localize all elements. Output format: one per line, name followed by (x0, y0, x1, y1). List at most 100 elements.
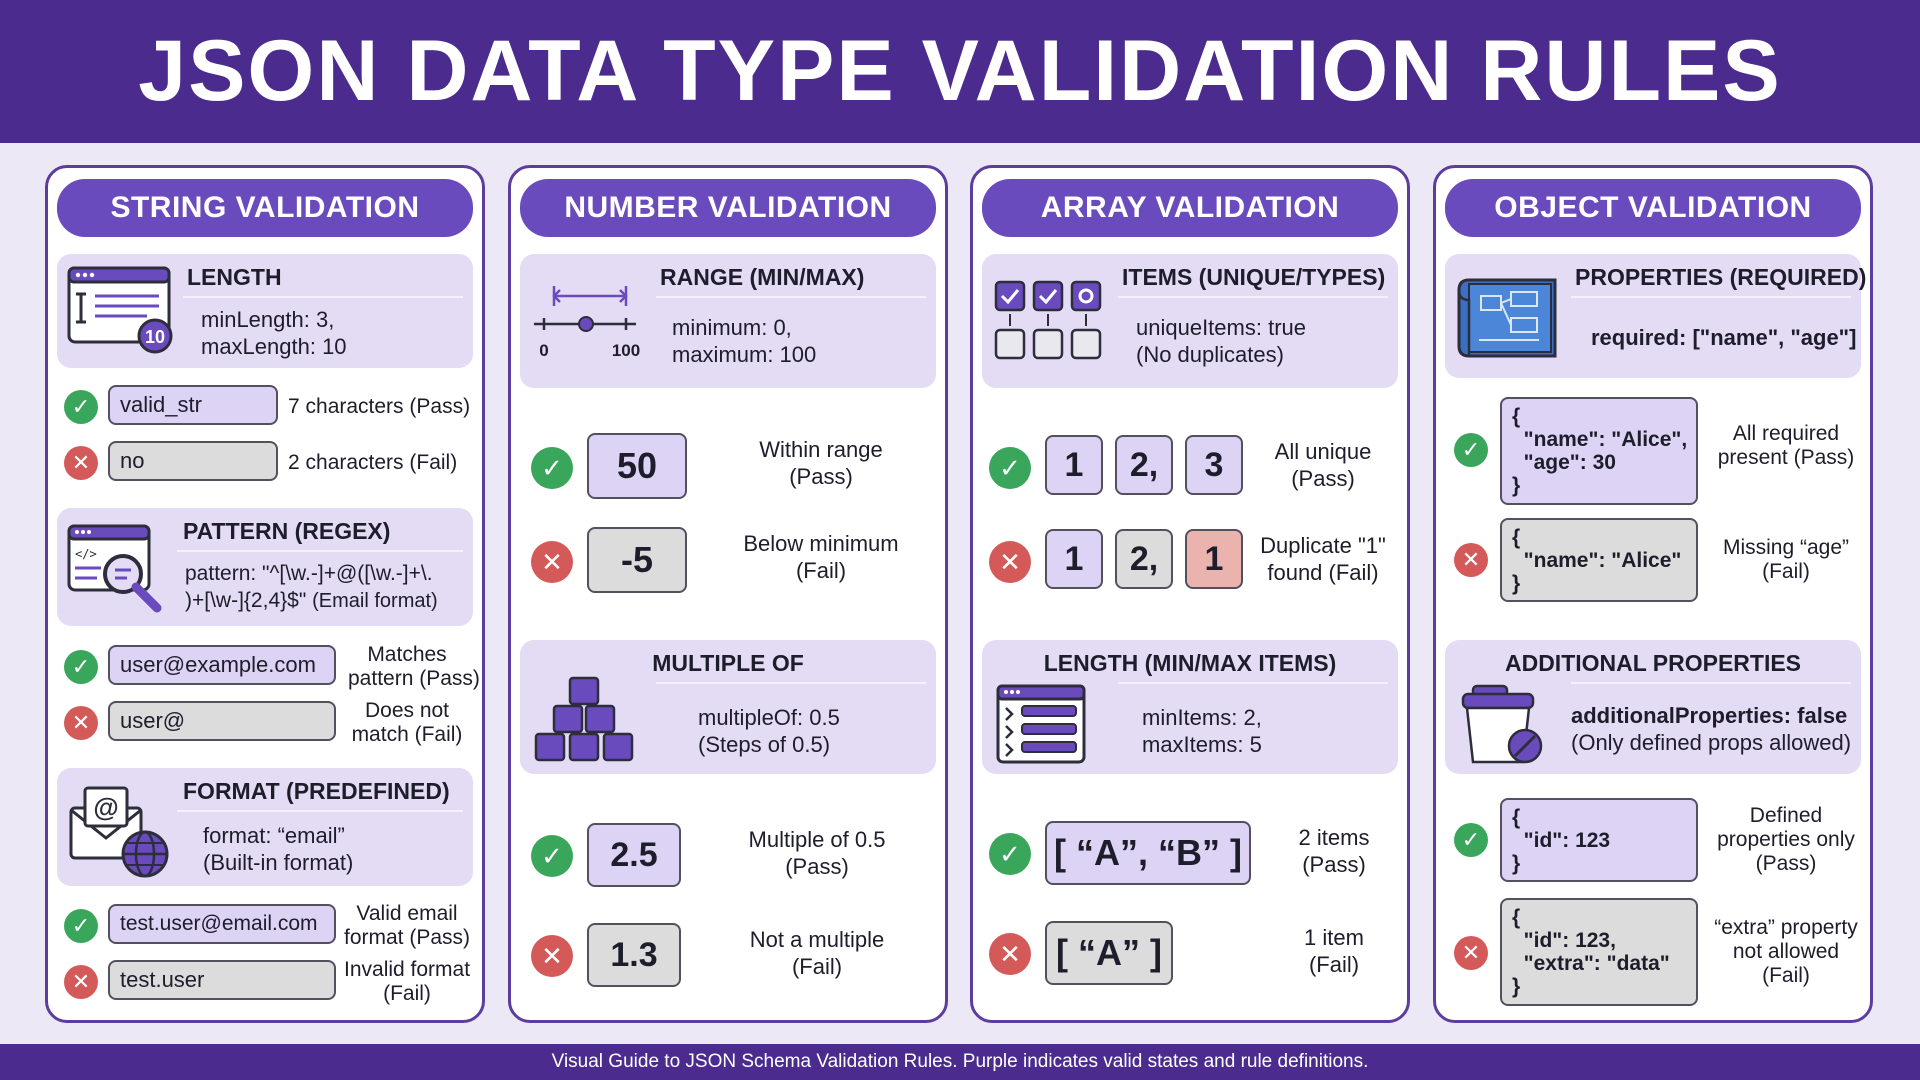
fail-x-icon: ✕ (64, 446, 98, 480)
panel-title: OBJECT VALIDATION (1445, 179, 1861, 237)
fail-x-icon: ✕ (989, 541, 1031, 583)
one-item-array: [ “A” ] (1045, 921, 1173, 985)
invalid-format-example: test.user (108, 960, 336, 1000)
multiple-pass-desc: Multiple of 0.5 (Pass) (748, 827, 886, 879)
format-fail-desc: Invalid format (Fail) (344, 958, 471, 1005)
valid-email-example: user@example.com (108, 645, 336, 685)
page-header: JSON DATA TYPE VALIDATION RULES (0, 0, 1920, 143)
pattern-rule-card: </> PATTERN (REGEX) pattern: "^[\w.-]+@(… (57, 508, 473, 626)
pass-check-icon: ✓ (1454, 433, 1488, 467)
pass-check-icon: ✓ (1454, 823, 1488, 857)
divider (1571, 296, 1851, 298)
pass-check-icon: ✓ (64, 909, 98, 943)
fail-x-icon: ✕ (531, 541, 573, 583)
email-globe-icon: @ (69, 786, 169, 878)
pass-check-icon: ✓ (64, 390, 98, 424)
duplicate-array-item: 1 (1185, 529, 1243, 589)
format-rule-card: @ FORMAT (PREDEFINED) format: “email” (B… (57, 768, 473, 886)
text-field-icon: 10 (67, 266, 173, 354)
invalid-email-example: user@ (108, 701, 336, 741)
blocked-container-icon (1461, 684, 1543, 764)
range-rule-text: minimum: 0, maximum: 100 (672, 315, 817, 367)
pattern-fail-desc: Does not match (Fail) (351, 699, 463, 746)
pass-check-icon: ✓ (989, 447, 1031, 489)
additional-props-rule-text: additionalProperties: false (Only define… (1571, 703, 1852, 755)
items-title: ITEMS (UNIQUE/TYPES) (1122, 264, 1386, 290)
pattern-title: PATTERN (REGEX) (183, 518, 391, 544)
array-item: 2, (1115, 435, 1173, 495)
fail-x-icon: ✕ (64, 965, 98, 999)
panel-title: NUMBER VALIDATION (520, 179, 936, 237)
format-title: FORMAT (PREDEFINED) (183, 778, 450, 804)
items-rule-text: uniqueItems: true (No duplicates) (1136, 315, 1306, 367)
object-validation-panel: OBJECT VALIDATION PROPERTIES (REQUIRED) … (1433, 165, 1873, 1023)
multiple-fail-desc: Not a multiple (Fail) (749, 927, 885, 979)
array-item: 1 (1045, 529, 1103, 589)
array-length-rule-text: minItems: 2, maxItems: 5 (1142, 705, 1262, 757)
array-item: 2, (1115, 529, 1173, 589)
multiple-fail-value: 1.3 (587, 923, 681, 987)
page-footer: Visual Guide to JSON Schema Validation R… (0, 1044, 1920, 1080)
required-rule-text: required: ["name", "age"] (1591, 325, 1857, 350)
divider (1571, 682, 1851, 684)
svg-text:@: @ (93, 792, 118, 822)
array-length-pass-desc: 2 items (Pass) (1298, 825, 1370, 877)
code-search-icon: </> (67, 524, 162, 613)
range-fail-desc: Below minimum (Fail) (743, 531, 899, 583)
length-badge: 10 (145, 327, 165, 347)
divider (177, 810, 463, 812)
required-title: PROPERTIES (REQUIRED) (1575, 264, 1867, 290)
required-pass-desc: All required present (Pass) (1717, 422, 1855, 469)
divider (1118, 296, 1388, 298)
pattern-pass-desc: Matches pattern (Pass) (348, 643, 480, 690)
invalid-object-example: { "name": "Alice" } (1500, 518, 1698, 602)
pass-check-icon: ✓ (64, 650, 98, 684)
svg-text:0: 0 (539, 341, 548, 360)
range-rule-card: 0 100 RANGE (MIN/MAX) minimum: 0, maximu… (520, 254, 936, 388)
divider (656, 682, 926, 684)
required-rule-card: PROPERTIES (REQUIRED) required: ["name",… (1445, 254, 1866, 378)
array-length-fail-desc: 1 item (Fail) (1304, 925, 1364, 977)
svg-text:100: 100 (612, 341, 640, 360)
multiple-rule-text: multipleOf: 0.5 (Steps of 0.5) (698, 705, 840, 757)
length-rule-text: minLength: 3, maxLength: 10 (201, 307, 347, 359)
defined-props-example: { "id": 123 } (1500, 798, 1698, 882)
multiple-title: MULTIPLE OF (652, 650, 804, 676)
required-fail-desc: Missing “age” (Fail) (1722, 536, 1850, 583)
array-validation-panel: ARRAY VALIDATION ITEMS (UNIQUE/TYPES) un… (970, 165, 1410, 1023)
valid-string-example: valid_str (108, 385, 278, 425)
additional-props-title: ADDITIONAL PROPERTIES (1504, 650, 1802, 676)
length-title: LENGTH (187, 264, 282, 290)
format-pass-desc: Valid email format (Pass) (344, 902, 471, 949)
multiple-rule-card: MULTIPLE OF multipleOf: 0.5 (Steps of 0.… (520, 640, 936, 774)
items-rule-card: ITEMS (UNIQUE/TYPES) uniqueItems: true (… (982, 254, 1398, 388)
fail-x-icon: ✕ (1454, 543, 1488, 577)
extra-prop-example: { "id": 123, "extra": "data" } (1500, 898, 1698, 1006)
items-pass-desc: All unique (Pass) (1274, 439, 1372, 491)
unique-items-icon (994, 280, 1102, 360)
number-validation-panel: NUMBER VALIDATION 0 100 RANGE (MIN/MAX) … (508, 165, 948, 1023)
divider (1118, 682, 1388, 684)
valid-format-example: test.user@email.com (108, 904, 336, 944)
two-item-array: [ “A”, “B” ] (1045, 821, 1251, 885)
page-title: JSON DATA TYPE VALIDATION RULES (138, 23, 1782, 119)
pass-check-icon: ✓ (531, 447, 573, 489)
pattern-rule-text: pattern: "^[\w.-]+@([\w.-]+\. )+[\w-]{2,… (185, 562, 438, 612)
multiple-pass-value: 2.5 (587, 823, 681, 887)
pass-check-icon: ✓ (989, 833, 1031, 875)
length-pass-desc: 7 characters (Pass) (288, 395, 471, 418)
fail-x-icon: ✕ (531, 935, 573, 977)
panel-title: STRING VALIDATION (57, 179, 473, 237)
range-pass-desc: Within range (Pass) (759, 437, 883, 489)
array-length-rule-card: LENGTH (MIN/MAX ITEMS) minItems: 2, maxI… (982, 640, 1398, 774)
string-validation-panel: STRING VALIDATION 10 LENGTH minLength: 3… (45, 165, 485, 1023)
additional-pass-desc: Defined properties only (Pass) (1717, 804, 1855, 875)
panel-title: ARRAY VALIDATION (982, 179, 1398, 237)
array-item: 1 (1045, 435, 1103, 495)
list-icon (996, 684, 1086, 764)
divider (183, 296, 463, 298)
format-rule-text: format: “email” (Built-in format) (203, 823, 354, 875)
additional-fail-desc: “extra” property not allowed (Fail) (1714, 916, 1858, 987)
fail-x-icon: ✕ (64, 706, 98, 740)
items-fail-desc: Duplicate "1" found (Fail) (1260, 533, 1386, 585)
